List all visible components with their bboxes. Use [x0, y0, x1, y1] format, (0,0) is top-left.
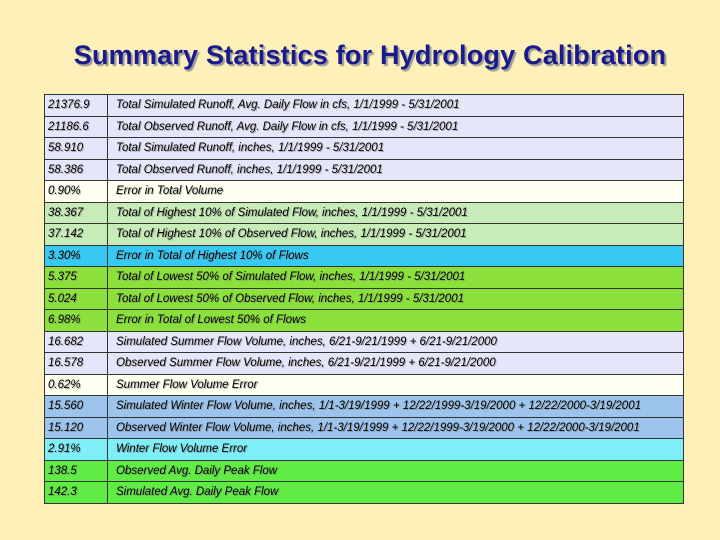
table-row: 5.024 Total of Lowest 50% of Observed Fl…: [44, 287, 684, 310]
row-description: Summer Flow Volume Error: [107, 373, 684, 396]
table-row: 16.682 Simulated Summer Flow Volume, inc…: [44, 330, 684, 353]
row-value: 0.62%: [44, 373, 108, 396]
row-description: Total of Highest 10% of Observed Flow, i…: [107, 223, 684, 246]
table-row: 21186.6 Total Observed Runoff, Avg. Dail…: [44, 115, 684, 138]
table-row: 58.386 Total Observed Runoff, inches, 1/…: [44, 158, 684, 181]
row-description: Total of Highest 10% of Simulated Flow, …: [107, 201, 684, 224]
row-value: 0.90%: [44, 180, 108, 203]
row-value: 38.367: [44, 201, 108, 224]
row-value: 3.30%: [44, 244, 108, 267]
table-row: 0.90% Error in Total Volume: [44, 180, 684, 203]
row-value: 5.375: [44, 266, 108, 289]
row-value: 16.578: [44, 352, 108, 375]
row-value: 21186.6: [44, 115, 108, 138]
row-description: Observed Winter Flow Volume, inches, 1/1…: [107, 416, 684, 439]
table-row: 15.120 Observed Winter Flow Volume, inch…: [44, 416, 684, 439]
row-value: 58.910: [44, 137, 108, 160]
row-value: 138.5: [44, 459, 108, 482]
row-value: 6.98%: [44, 309, 108, 332]
table-row: 5.375 Total of Lowest 50% of Simulated F…: [44, 266, 684, 289]
row-description: Simulated Summer Flow Volume, inches, 6/…: [107, 330, 684, 353]
row-value: 58.386: [44, 158, 108, 181]
page-title: Summary Statistics for Hydrology Calibra…: [73, 40, 667, 70]
row-value: 21376.9: [44, 94, 108, 117]
table-row: 58.910 Total Simulated Runoff, inches, 1…: [44, 137, 684, 160]
row-description: Total Observed Runoff, inches, 1/1/1999 …: [107, 158, 684, 181]
table-row: 21376.9 Total Simulated Runoff, Avg. Dai…: [44, 94, 684, 117]
table-row: 38.367 Total of Highest 10% of Simulated…: [44, 201, 684, 224]
row-description: Total Observed Runoff, Avg. Daily Flow i…: [107, 115, 684, 138]
table-row: 142.3 Simulated Avg. Daily Peak Flow: [44, 481, 684, 504]
row-description: Simulated Avg. Daily Peak Flow: [107, 481, 684, 504]
row-description: Winter Flow Volume Error: [107, 438, 684, 461]
row-description: Error in Total Volume: [107, 180, 684, 203]
row-description: Error in Total of Highest 10% of Flows: [107, 244, 684, 267]
row-value: 16.682: [44, 330, 108, 353]
row-value: 15.120: [44, 416, 108, 439]
row-value: 142.3: [44, 481, 108, 504]
table-row: 0.62% Summer Flow Volume Error: [44, 373, 684, 396]
table-row: 37.142 Total of Highest 10% of Observed …: [44, 223, 684, 246]
row-value: 2.91%: [44, 438, 108, 461]
summary-statistics-table: 21376.9 Total Simulated Runoff, Avg. Dai…: [44, 94, 684, 504]
row-description: Total Simulated Runoff, inches, 1/1/1999…: [107, 137, 684, 160]
row-description: Observed Summer Flow Volume, inches, 6/2…: [107, 352, 684, 375]
row-value: 37.142: [44, 223, 108, 246]
table-row: 3.30% Error in Total of Highest 10% of F…: [44, 244, 684, 267]
row-value: 5.024: [44, 287, 108, 310]
row-description: Total of Lowest 50% of Simulated Flow, i…: [107, 266, 684, 289]
row-description: Observed Avg. Daily Peak Flow: [107, 459, 684, 482]
table-row: 138.5 Observed Avg. Daily Peak Flow: [44, 459, 684, 482]
row-description: Error in Total of Lowest 50% of Flows: [107, 309, 684, 332]
table-row: 2.91% Winter Flow Volume Error: [44, 438, 684, 461]
table-row: 6.98% Error in Total of Lowest 50% of Fl…: [44, 309, 684, 332]
row-description: Total Simulated Runoff, Avg. Daily Flow …: [107, 94, 684, 117]
row-description: Total of Lowest 50% of Observed Flow, in…: [107, 287, 684, 310]
table-row: 16.578 Observed Summer Flow Volume, inch…: [44, 352, 684, 375]
row-value: 15.560: [44, 395, 108, 418]
row-description: Simulated Winter Flow Volume, inches, 1/…: [107, 395, 684, 418]
table-row: 15.560 Simulated Winter Flow Volume, inc…: [44, 395, 684, 418]
